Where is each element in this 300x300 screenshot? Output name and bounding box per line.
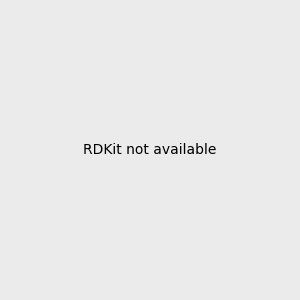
Text: RDKit not available: RDKit not available	[83, 143, 217, 157]
